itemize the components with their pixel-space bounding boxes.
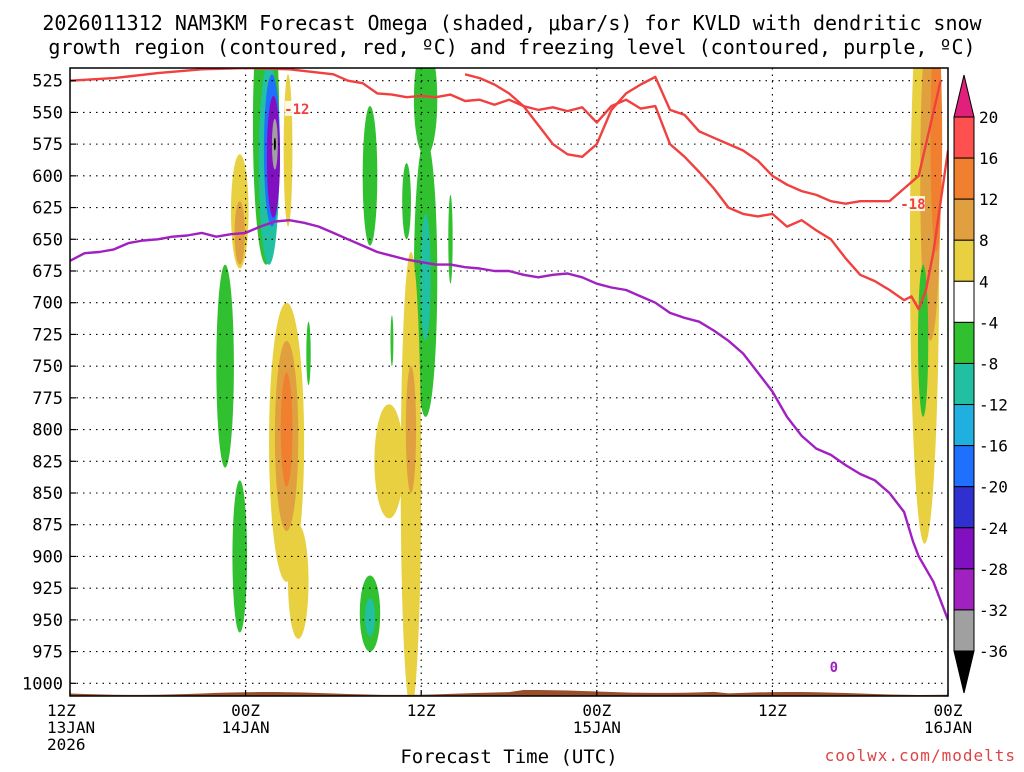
dgz-contour-0-label: -12 [284, 102, 309, 118]
contours: -12 -18 0 [70, 68, 948, 676]
colorbar-swatch-9 [953, 486, 975, 529]
colorbar-swatch-1 [953, 157, 975, 200]
ytick-label-900: 900 [32, 547, 63, 567]
xtick-label-0-2: 2026 [47, 735, 86, 754]
colorbar-swatch-8 [953, 445, 975, 488]
colorbar-label-0: 20 [979, 108, 998, 127]
colorbar-top-arrow [953, 74, 975, 118]
ytick-label-550: 550 [32, 103, 63, 123]
dgz-contour-1-label-bg [900, 196, 925, 212]
colorbar-label-8: -16 [979, 437, 1008, 456]
ytick-label-675: 675 [32, 262, 63, 282]
freezing-level-label: 0 [830, 660, 838, 676]
ytick-label-950: 950 [32, 611, 63, 631]
ytick-label-750: 750 [32, 357, 63, 377]
ytick-label-650: 650 [32, 230, 63, 250]
ytick-label-850: 850 [32, 484, 63, 504]
credit-text: coolwx.com/modelts [825, 746, 1016, 765]
ytick-label-625: 625 [32, 199, 63, 219]
xtick-label-12-0: 00Z [231, 701, 260, 720]
colorbar-swatch-3 [953, 239, 975, 282]
freezing-level-label-bg [821, 659, 846, 675]
xtick-label-48-0: 12Z [758, 701, 787, 720]
colorbar-label-7: -12 [979, 396, 1008, 415]
colorbar-label-13: -36 [979, 642, 1008, 661]
colorbar-label-1: 16 [979, 149, 998, 168]
ytick-label-725: 725 [32, 325, 63, 345]
omega-region-w13 [280, 372, 293, 487]
surface-terrain [70, 690, 948, 696]
omega-region-w22 [402, 163, 411, 240]
omega-region-w19 [364, 598, 376, 637]
y-axis: 525 550 575 600 625 650 675 700 725 750 775 800 825 8… [22, 72, 76, 694]
colorbar-swatch-4 [953, 280, 975, 323]
xtick-label-60-0: 00Z [934, 701, 963, 720]
omega-region-w16 [306, 321, 311, 386]
ytick-label-525: 525 [32, 72, 63, 92]
xtick-label-36-0: 00Z [582, 701, 611, 720]
omega-region-w25 [420, 213, 431, 341]
colorbar-label-2: 12 [979, 190, 998, 209]
dgz-contour-1-label: -18 [900, 197, 925, 213]
colorbar-label-10: -24 [979, 519, 1008, 538]
omega-region-w20 [390, 315, 394, 367]
colorbar-swatch-7 [953, 404, 975, 447]
colorbar-label-9: -20 [979, 478, 1008, 497]
grid-lines [70, 68, 948, 696]
omega-region-w1 [216, 264, 234, 468]
colorbar: 20 16 12 8 4 -4 -8 -12 -16 -20 -24 -28 -32 -36 [953, 74, 1008, 694]
ytick-label-825: 825 [32, 452, 63, 472]
chart-title: 2026011312 NAM3KM Forecast Omega (shaded… [42, 11, 982, 59]
colorbar-swatch-12 [953, 609, 975, 652]
xtick-label-60-1: 16JAN [924, 718, 972, 737]
omega-region-w10 [283, 74, 293, 227]
ytick-label-925: 925 [32, 579, 63, 599]
xtick-label-36-1: 15JAN [573, 718, 621, 737]
plot-frame [69, 67, 949, 697]
dgz-contour-0-label-bg [284, 100, 309, 116]
colorbar-label-6: -8 [979, 354, 998, 373]
colorbar-bottom-arrow [953, 650, 975, 694]
ytick-label-600: 600 [32, 167, 63, 187]
ytick-label-775: 775 [32, 389, 63, 409]
ytick-label-975: 975 [32, 643, 63, 663]
xtick-label-0-0: 12Z [47, 701, 76, 720]
colorbar-swatch-11 [953, 568, 975, 611]
ytick-label-575: 575 [32, 135, 63, 155]
title-line-1: 2026011312 NAM3KM Forecast Omega (shaded… [42, 11, 982, 35]
colorbar-label-12: -32 [979, 601, 1008, 620]
colorbar-label-5: -4 [979, 313, 998, 332]
colorbar-swatch-10 [953, 527, 975, 570]
dgz-contour-0-line [70, 68, 948, 311]
omega-region-w28 [448, 194, 453, 284]
freezing-level-line [70, 219, 948, 621]
ytick-label-800: 800 [32, 421, 63, 441]
colorbar-swatch-0 [953, 116, 975, 159]
omega-shading [216, 68, 943, 696]
colorbar-label-3: 8 [979, 231, 989, 250]
xtick-label-12-1: 14JAN [222, 718, 270, 737]
xtick-label-24-0: 12Z [407, 701, 436, 720]
ytick-label-875: 875 [32, 516, 63, 536]
dgz-contour-1-line [464, 73, 942, 205]
omega-region-w9 [273, 137, 276, 151]
colorbar-swatch-5 [953, 321, 975, 364]
x-axis-label: Forecast Time (UTC) [400, 746, 617, 768]
xtick-label-0-1: 13JAN [47, 718, 95, 737]
ytick-label-1000: 1000 [22, 674, 63, 694]
colorbar-label-11: -28 [979, 560, 1008, 579]
colorbar-swatch-6 [953, 362, 975, 406]
title-line-2: growth region (contoured, red, ºC) and f… [48, 35, 975, 59]
colorbar-swatch-2 [953, 198, 975, 241]
ytick-label-700: 700 [32, 294, 63, 314]
colorbar-label-4: 4 [979, 272, 989, 291]
omega-region-w15 [288, 524, 309, 639]
omega-region-w23 [413, 68, 438, 157]
